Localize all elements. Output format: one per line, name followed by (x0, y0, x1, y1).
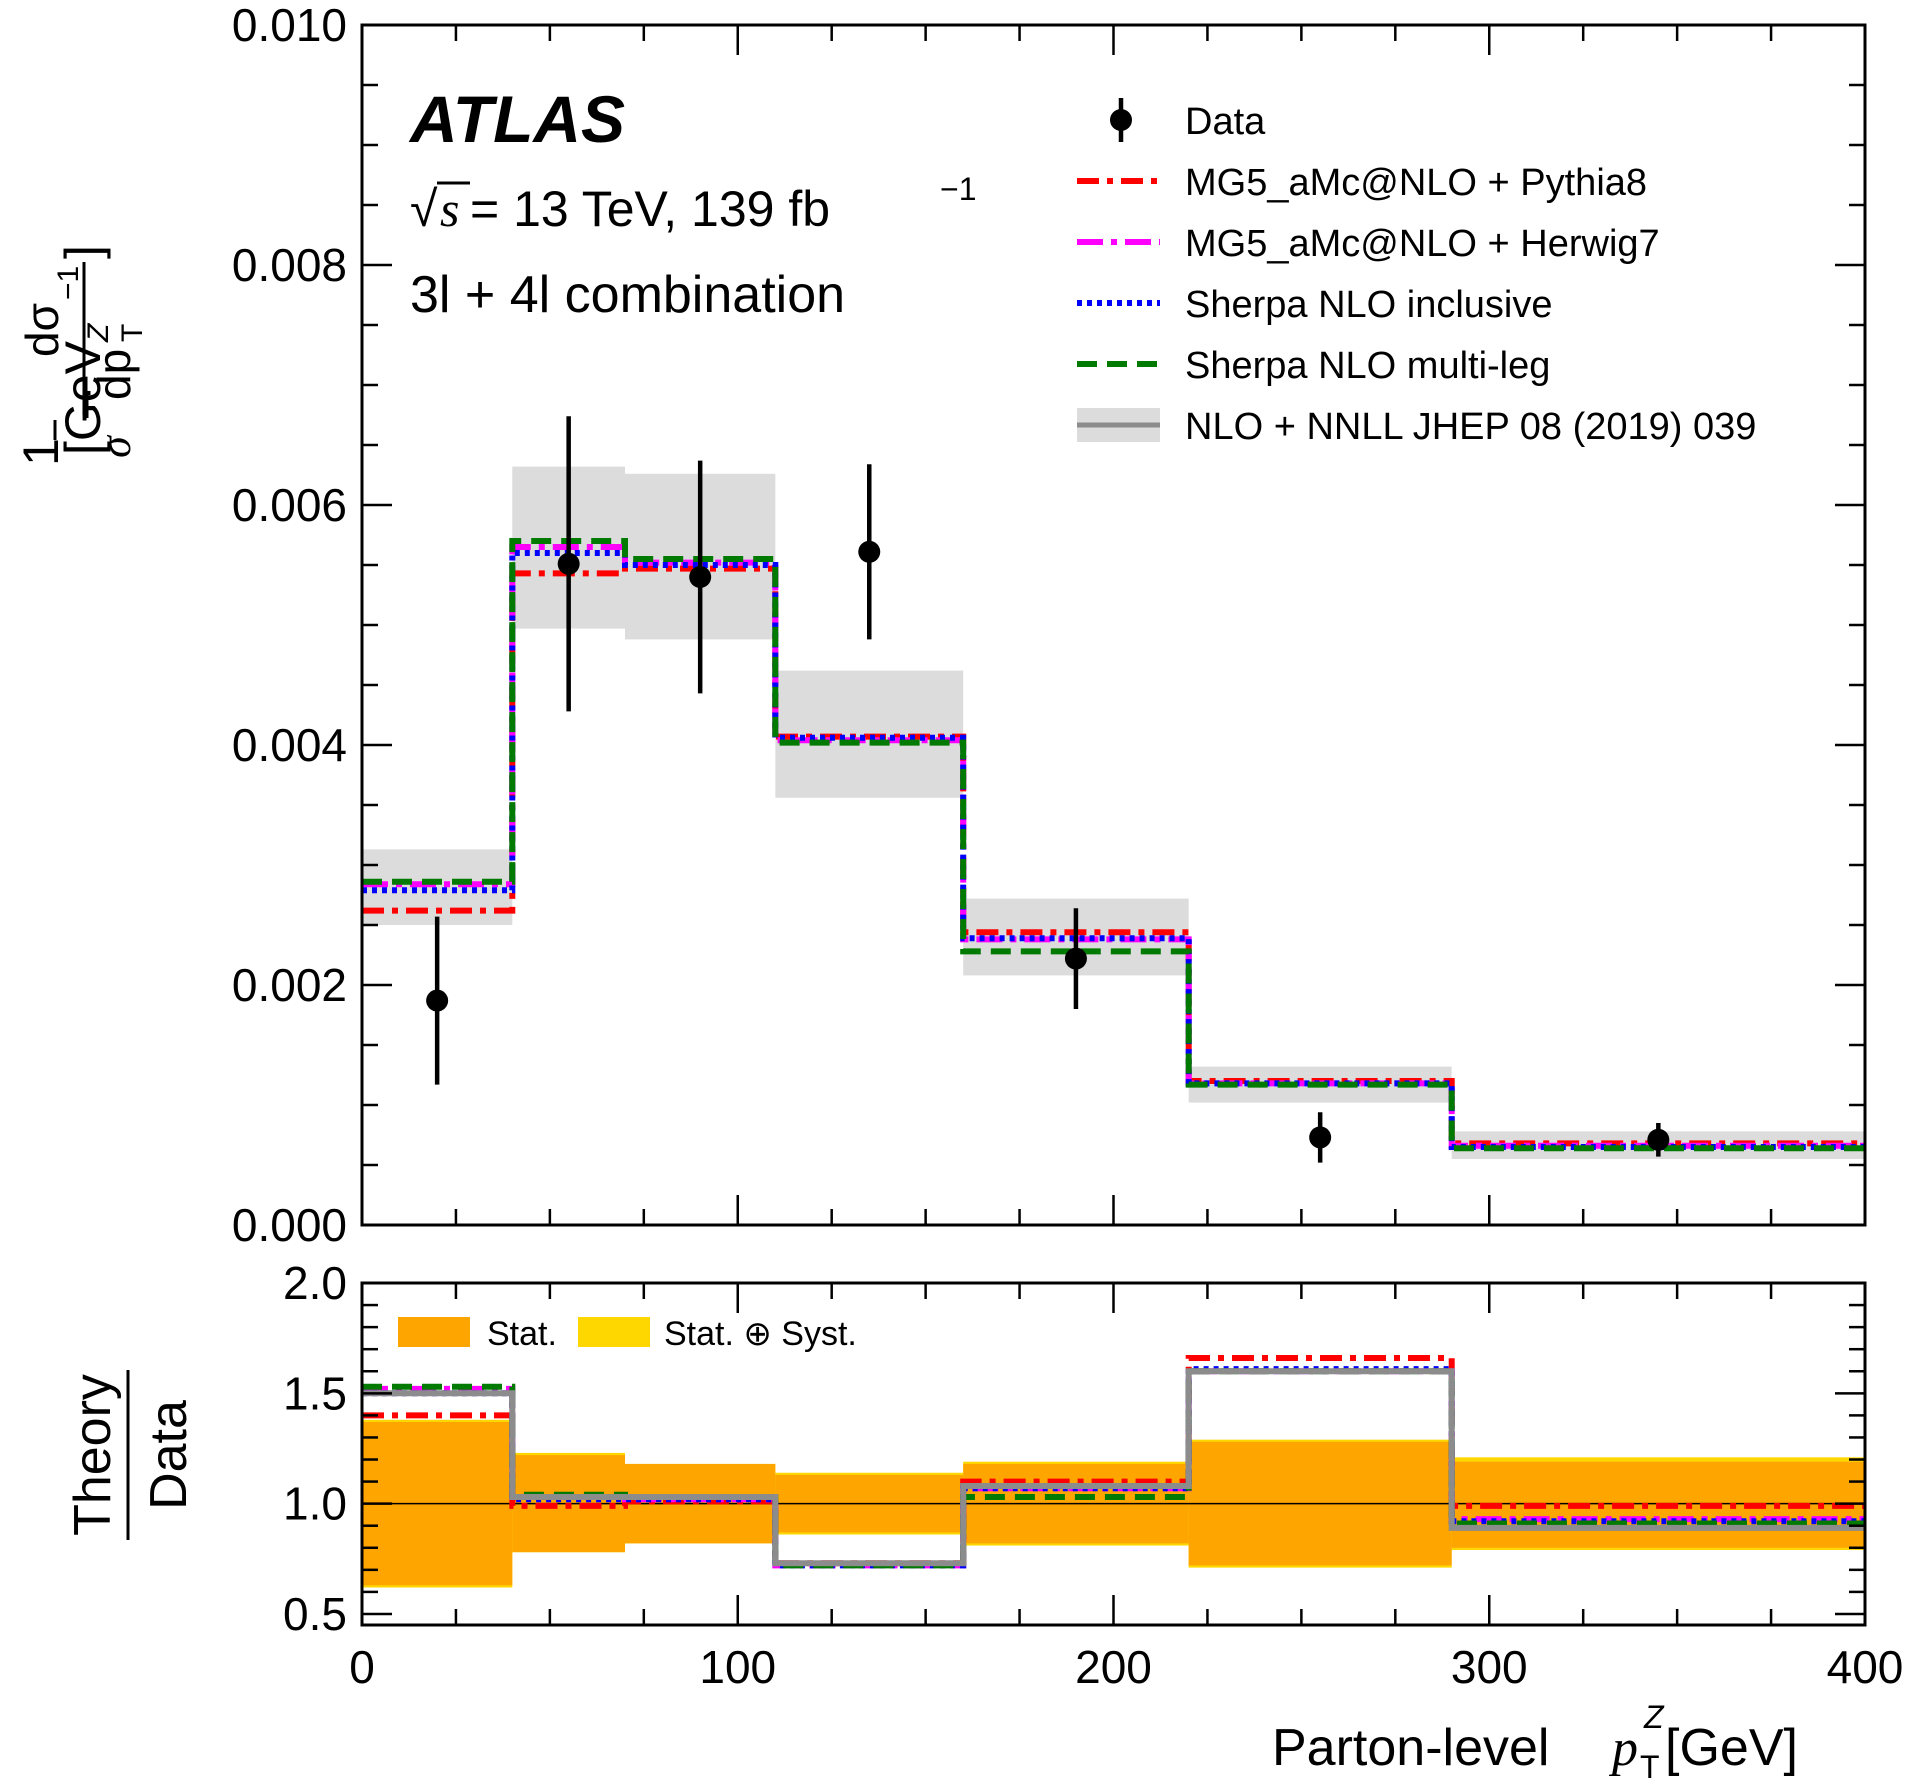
ratio-plot-frame (360, 1281, 1867, 1627)
y-tick-label: 0.002 (232, 959, 347, 1011)
data-point (1064, 947, 1087, 970)
energy-text: = 13 TeV, 139 fb (470, 181, 830, 237)
ratio-legend: Stat. Stat. ⊕ Syst. (398, 1315, 857, 1353)
legend-label: Data (1185, 101, 1266, 143)
ratio-axis-ticks (360, 1281, 1867, 1625)
legend-item-sherpa_ml: Sherpa NLO multi-leg (1077, 345, 1550, 387)
legend-item-sherpa_incl: Sherpa NLO inclusive (1077, 284, 1553, 326)
ylabel-unit-close: ] (55, 245, 111, 259)
data-points (426, 416, 1670, 1163)
legend-label: NLO + NNLL JHEP 08 (2019) 039 (1185, 406, 1756, 448)
legend-item-nnll: NLO + NNLL JHEP 08 (2019) 039 (1077, 406, 1756, 448)
ylabel-pt-sub: T (116, 324, 149, 342)
energy-s: s (440, 181, 459, 237)
ylabel-one: 1 (13, 438, 69, 466)
data-point (689, 566, 712, 588)
xlabel-unit: [GeV] (1665, 1719, 1798, 1777)
ylabel-sigma: σ (91, 434, 140, 458)
ratio-legend-item-statsyst: Stat. ⊕ Syst. (578, 1315, 857, 1353)
ylabel-unit-text: [GeV (55, 340, 111, 455)
series-mg5_pythia (362, 565, 1865, 1147)
ylabel-unit-exp: −1 (52, 266, 85, 300)
ratio-ylabel-numerator: Theory (64, 1374, 122, 1536)
ylabel-unit: [GeV −1 ] (52, 245, 111, 455)
legend-marker-point (1110, 109, 1132, 131)
legend-item-mg5_herwig: MG5_aMc@NLO + Herwig7 (1077, 223, 1660, 265)
y-tick-label: 0.000 (232, 1199, 347, 1251)
ratio-y-tick-label: 1.0 (283, 1478, 347, 1530)
theory-predictions (362, 538, 1865, 1152)
data-point (1647, 1128, 1670, 1151)
data-point (426, 989, 449, 1012)
ylabel-pt-sup: Z (82, 322, 115, 343)
legend-item-mg5_pythia: MG5_aMc@NLO + Pythia8 (1077, 162, 1647, 204)
x-axis-label: Parton-level p T Z [GeV] (1272, 1699, 1798, 1785)
ratio-y-tick-label: 0.5 (283, 1588, 347, 1640)
legend-label: Sherpa NLO inclusive (1185, 284, 1553, 326)
data-point (557, 552, 580, 575)
legend-item-data: Data (1110, 98, 1266, 143)
ratio-legend-swatch (578, 1317, 650, 1347)
channel-label: 3l + 4l combination (410, 266, 845, 324)
ratio-legend-label: Stat. ⊕ Syst. (664, 1315, 857, 1353)
ylabel-dpt: dp (88, 349, 140, 400)
ratio-ylabel-denominator: Data (140, 1400, 198, 1510)
series-sherpa_ml (362, 538, 1865, 1152)
experiment-label: ATLAS (408, 82, 625, 156)
x-tick-label: 0 (349, 1641, 375, 1693)
y-tick-label: 0.004 (232, 719, 347, 771)
main-legend: Data MG5_aMc@NLO + Pythia8 MG5_aMc@NLO + H… (1077, 98, 1756, 448)
ratio-legend-item-stat: Stat. (398, 1315, 557, 1353)
ratio-predictions (362, 1355, 1865, 1569)
series-sherpa_incl (362, 550, 1865, 1150)
ratio-y-tick-label: 1.5 (283, 1367, 347, 1419)
legend-label: MG5_aMc@NLO + Herwig7 (1185, 223, 1660, 265)
xlabel-p: p (1608, 1720, 1638, 1777)
ratio-legend-label: Stat. (487, 1315, 557, 1353)
main-plot-frame (360, 23, 1867, 1227)
xlabel-prefix: Parton-level (1272, 1719, 1549, 1777)
x-tick-labels: 0 100 200 300 400 (349, 1641, 1903, 1693)
legend-label: MG5_aMc@NLO + Pythia8 (1185, 162, 1647, 204)
ylabel-dsigma: dσ (16, 303, 68, 357)
main-y-axis-label: 1 σ · dσ dp T Z [GeV −1 ] (13, 245, 149, 466)
ratio-y-axis-label: Theory Data (64, 1370, 198, 1540)
energy-label: √ s = 13 TeV, 139 fb −1 (410, 171, 976, 237)
lumi-exponent: −1 (940, 171, 976, 207)
energy-sqrt-symbol: √ (410, 181, 438, 237)
legend-label: Sherpa NLO multi-leg (1185, 345, 1550, 387)
y-tick-label: 0.010 (232, 0, 347, 51)
series-mg5_herwig (362, 544, 1865, 1149)
data-point (1309, 1126, 1332, 1149)
data-point (858, 540, 881, 563)
x-tick-label: 300 (1451, 1641, 1528, 1693)
ratio-y-tick-label: 2.0 (283, 1257, 347, 1309)
main-y-tick-labels: 0.000 0.002 0.004 0.006 0.008 0.010 (232, 0, 347, 1251)
y-tick-label: 0.008 (232, 239, 347, 291)
xlabel-sub: T (1640, 1749, 1660, 1785)
xlabel-sup: Z (1643, 1699, 1665, 1735)
ratio-legend-swatch (398, 1317, 470, 1347)
ratio-series-nnll (362, 1368, 1865, 1567)
ylabel-denominator: dp T Z (82, 322, 149, 400)
ratio-y-tick-labels: 0.5 1.0 1.5 2.0 (283, 1257, 347, 1640)
y-tick-label: 0.006 (232, 479, 347, 531)
x-tick-label: 100 (699, 1641, 776, 1693)
x-tick-label: 400 (1827, 1641, 1904, 1693)
x-tick-label: 200 (1075, 1641, 1152, 1693)
